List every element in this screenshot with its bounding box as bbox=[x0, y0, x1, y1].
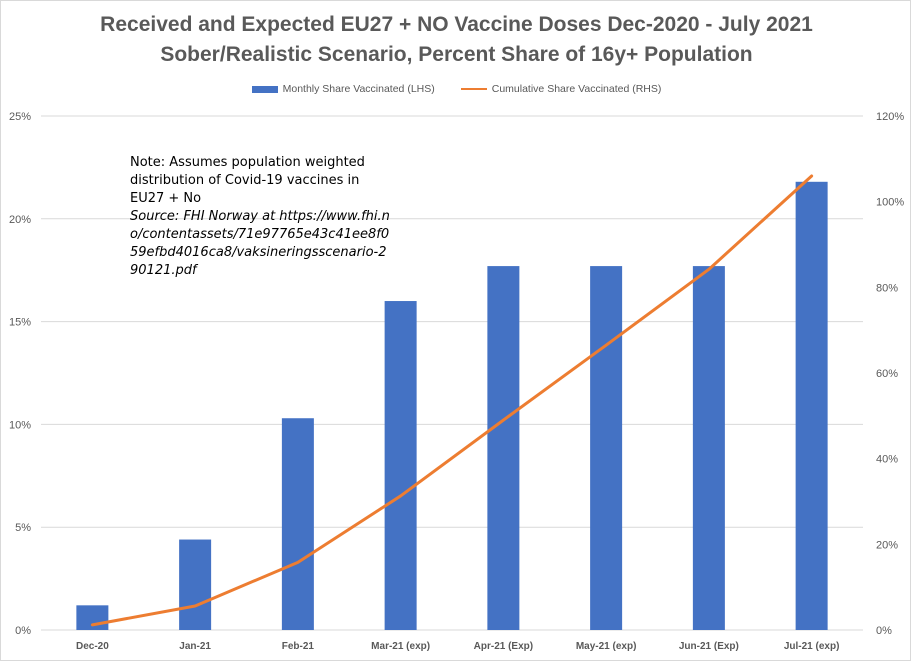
x-tick-label: Dec-20 bbox=[76, 641, 109, 652]
right-tick-label: 60% bbox=[876, 368, 898, 380]
x-tick-label: Mar-21 (exp) bbox=[371, 641, 430, 652]
left-tick-label: 5% bbox=[15, 522, 31, 534]
bar-monthly bbox=[385, 301, 417, 630]
left-tick-label: 10% bbox=[9, 419, 31, 431]
right-tick-label: 80% bbox=[876, 282, 898, 294]
left-tick-label: 25% bbox=[9, 111, 31, 123]
left-tick-label: 20% bbox=[9, 214, 31, 226]
right-tick-label: 20% bbox=[876, 539, 898, 551]
bar-monthly bbox=[179, 540, 211, 630]
left-tick-label: 0% bbox=[15, 625, 31, 637]
x-tick-label: Jul-21 (exp) bbox=[784, 641, 840, 652]
bar-monthly bbox=[282, 418, 314, 630]
left-tick-label: 15% bbox=[9, 317, 31, 329]
x-tick-label: Apr-21 (Exp) bbox=[474, 641, 533, 652]
right-tick-label: 0% bbox=[876, 625, 892, 637]
x-tick-label: Feb-21 bbox=[282, 641, 315, 652]
x-tick-label: May-21 (exp) bbox=[576, 641, 637, 652]
note-text: Note: Assumes population weighted distri… bbox=[130, 154, 392, 208]
x-tick-label: Jun-21 (Exp) bbox=[679, 641, 739, 652]
right-tick-label: 120% bbox=[876, 111, 904, 123]
note-source: Source: FHI Norway at https://www.fhi.no… bbox=[130, 208, 392, 280]
annotation-note: Note: Assumes population weighted distri… bbox=[130, 154, 392, 280]
x-tick-label: Jan-21 bbox=[179, 641, 211, 652]
right-tick-label: 100% bbox=[876, 197, 904, 209]
bar-monthly bbox=[796, 182, 828, 630]
bar-monthly bbox=[590, 266, 622, 630]
right-tick-label: 40% bbox=[876, 454, 898, 466]
bar-monthly bbox=[693, 266, 725, 630]
bar-monthly bbox=[487, 266, 519, 630]
